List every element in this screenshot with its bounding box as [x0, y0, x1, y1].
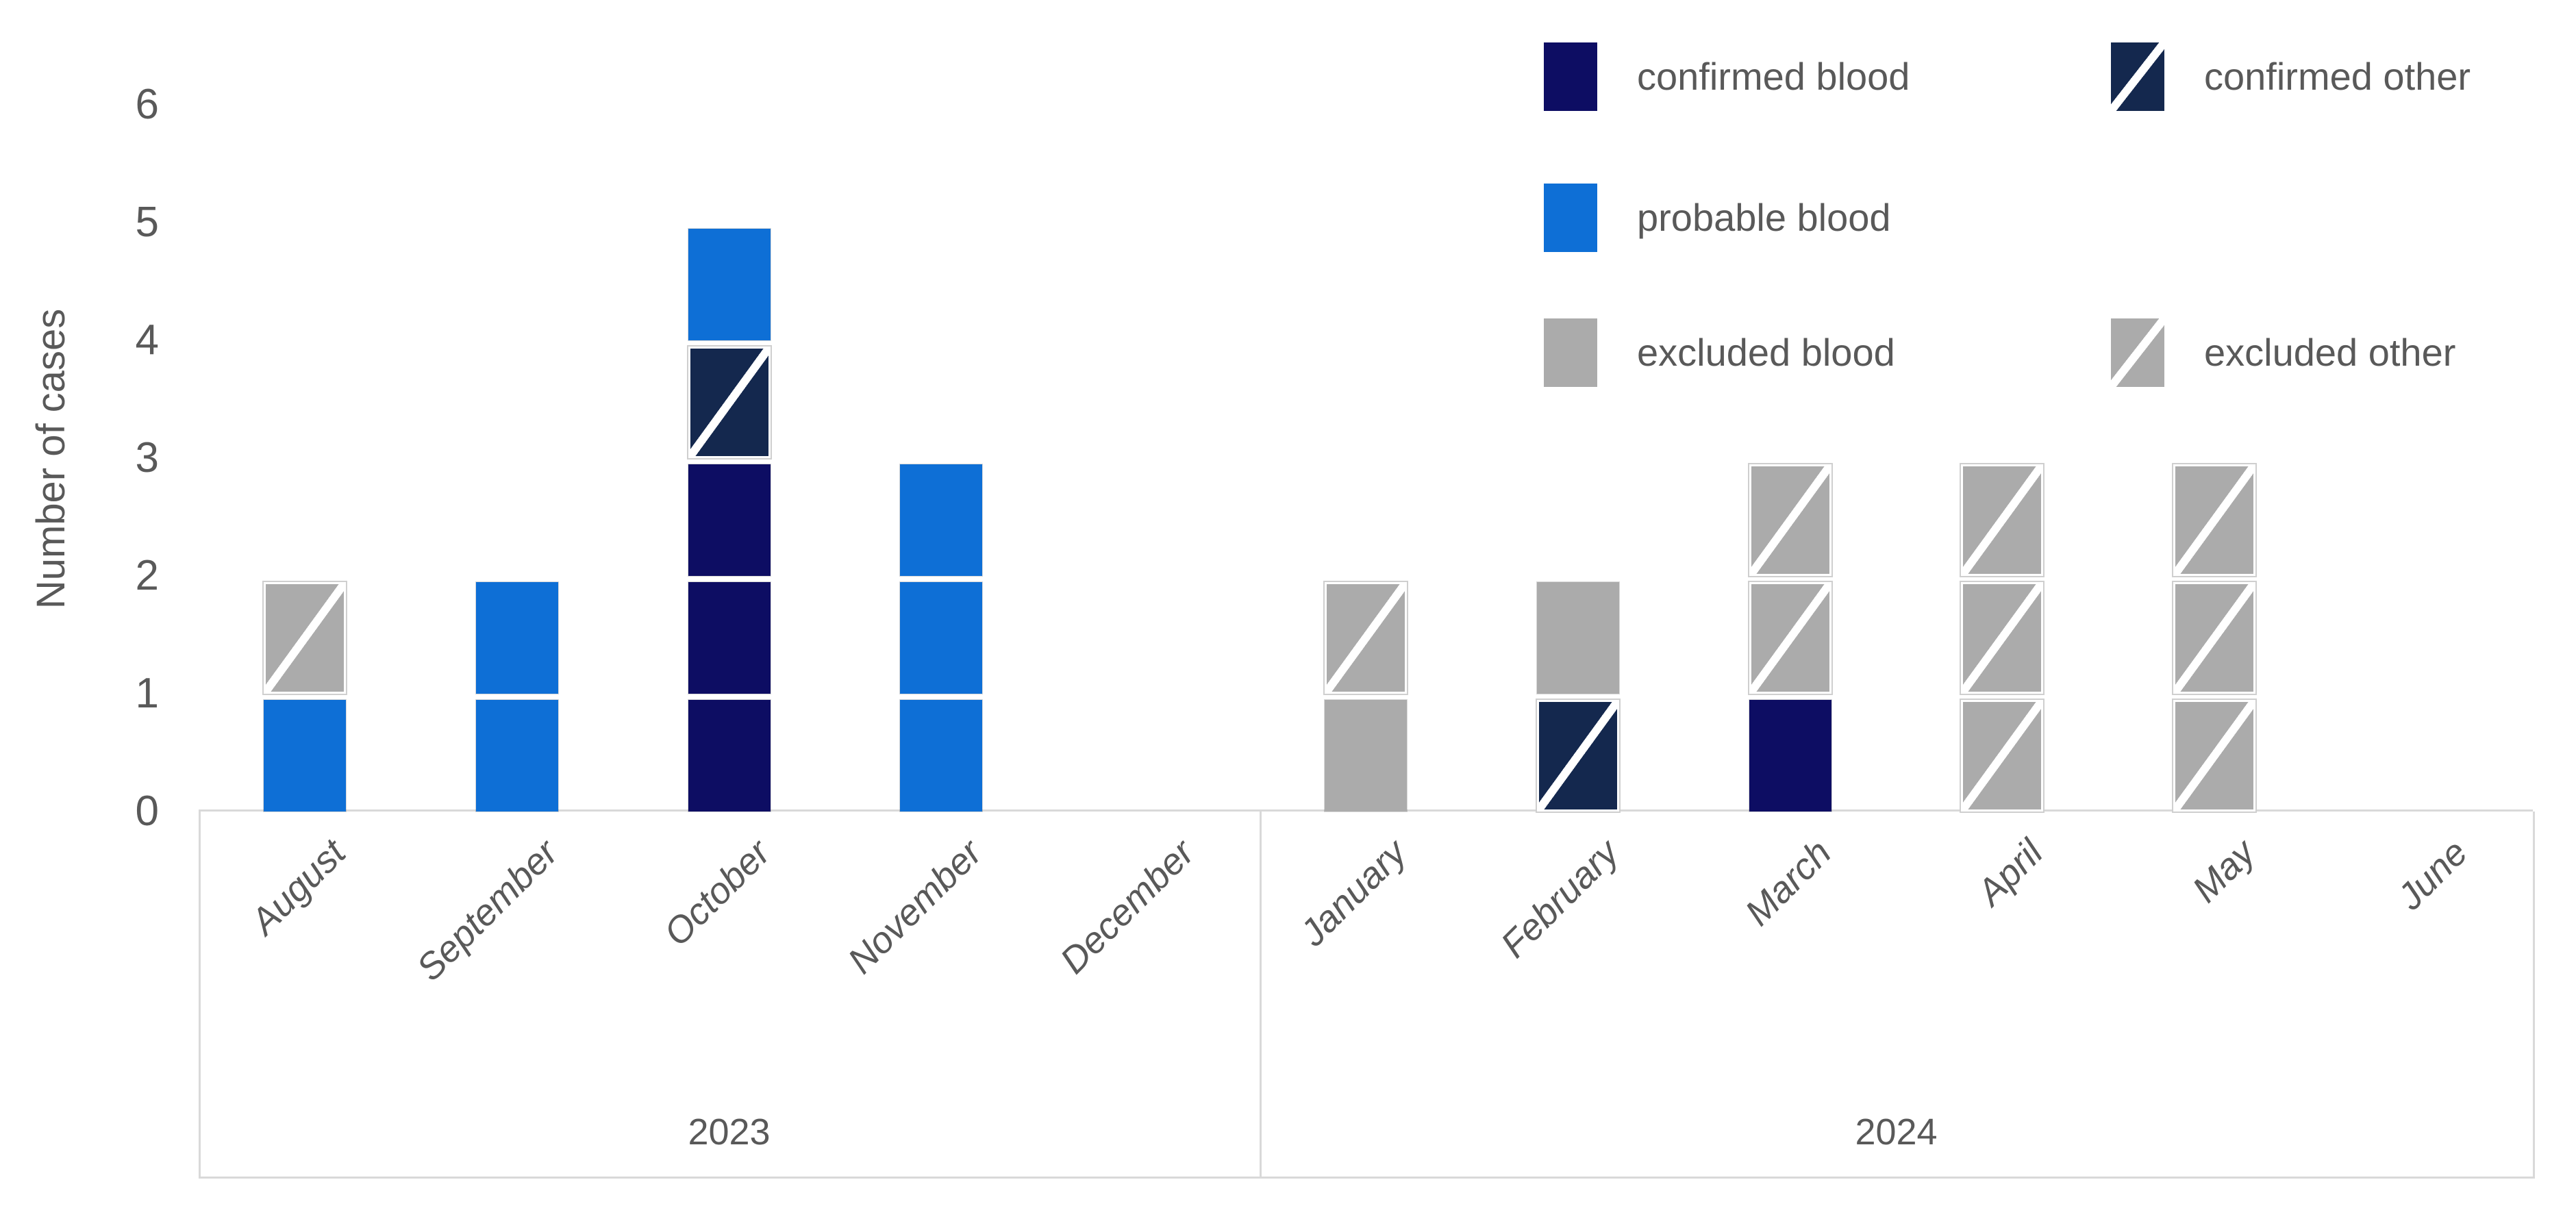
bar-segment-may-2024-1-excluded_other [2172, 699, 2258, 813]
bar-segment-april-2024-2-excluded_other [1960, 581, 2045, 695]
bar-segment-march-2024-3-excluded_other [1747, 463, 1833, 577]
bar-segment-september-2023-2-probable_blood [475, 581, 559, 694]
legend-swatch-confirmed_other [2111, 42, 2164, 111]
y-tick-label-3: 3 [135, 434, 159, 481]
bar-segment-october-2023-2-confirmed_blood [687, 581, 771, 694]
y-tick-label-4: 4 [135, 316, 159, 364]
bar-segment-january-2024-1-excluded_blood [1324, 699, 1408, 812]
legend-swatch-confirmed_blood [1544, 42, 1597, 111]
bar-segment-april-2024-1-excluded_other [1960, 699, 2045, 813]
legend-item-excluded_blood: excluded blood [1544, 318, 2023, 387]
bar-segment-august-2023-1-probable_blood [262, 699, 347, 812]
bar-segment-april-2024-3-excluded_other [1960, 463, 2045, 577]
bar-segment-september-2023-1-probable_blood [475, 699, 559, 812]
legend-label-excluded_blood: excluded blood [1637, 331, 1895, 374]
legend-label-excluded_other: excluded other [2204, 331, 2456, 374]
year-label-2024: 2024 [1855, 1111, 1938, 1153]
y-tick-label-0: 0 [135, 788, 159, 835]
bar-segment-may-2024-3-excluded_other [2172, 463, 2258, 577]
legend-item-confirmed_other: confirmed other [2111, 42, 2576, 111]
legend-swatch-probable_blood [1544, 184, 1597, 252]
bar-segment-october-2023-1-confirmed_blood [687, 699, 771, 812]
y-tick-label-2: 2 [135, 552, 159, 599]
bar-segment-january-2024-2-excluded_other [1323, 581, 1408, 695]
bar-segment-october-2023-3-confirmed_blood [687, 464, 771, 577]
y-tick-label-1: 1 [135, 670, 159, 717]
bar-segment-march-2024-2-excluded_other [1747, 581, 1833, 695]
legend-label-confirmed_blood: confirmed blood [1637, 55, 1910, 98]
year-label-2023: 2023 [688, 1111, 771, 1153]
bar-segment-november-2023-1-probable_blood [899, 699, 984, 812]
bar-segment-august-2023-2-excluded_other [262, 581, 347, 695]
category-box-divider-0 [199, 812, 201, 1179]
bar-segment-october-2023-5-probable_blood [687, 228, 771, 341]
legend-swatch-excluded_other [2111, 318, 2164, 387]
category-box-bottom-line [199, 1177, 2533, 1179]
legend-swatch-excluded_blood [1544, 318, 1597, 387]
bar-segment-may-2024-2-excluded_other [2172, 581, 2258, 695]
bar-segment-november-2023-2-probable_blood [899, 581, 984, 694]
y-tick-label-6: 6 [135, 81, 159, 128]
legend-label-probable_blood: probable blood [1637, 196, 1891, 239]
bar-segment-march-2024-1-confirmed_blood [1748, 699, 1832, 812]
legend-item-excluded_other: excluded other [2111, 318, 2576, 387]
bar-segment-february-2024-1-confirmed_other [1535, 699, 1621, 813]
legend-item-confirmed_blood: confirmed blood [1544, 42, 2023, 111]
bar-segment-october-2023-4-confirmed_other [686, 345, 772, 460]
legend-label-confirmed_other: confirmed other [2204, 55, 2471, 98]
legend-item-probable_blood: probable blood [1544, 184, 2023, 252]
bar-segment-november-2023-3-probable_blood [899, 464, 984, 577]
category-box-divider-2 [2533, 812, 2535, 1179]
bar-segment-february-2024-2-excluded_blood [1536, 581, 1620, 694]
y-tick-label-5: 5 [135, 199, 159, 246]
category-box-divider-1 [1260, 812, 1262, 1179]
